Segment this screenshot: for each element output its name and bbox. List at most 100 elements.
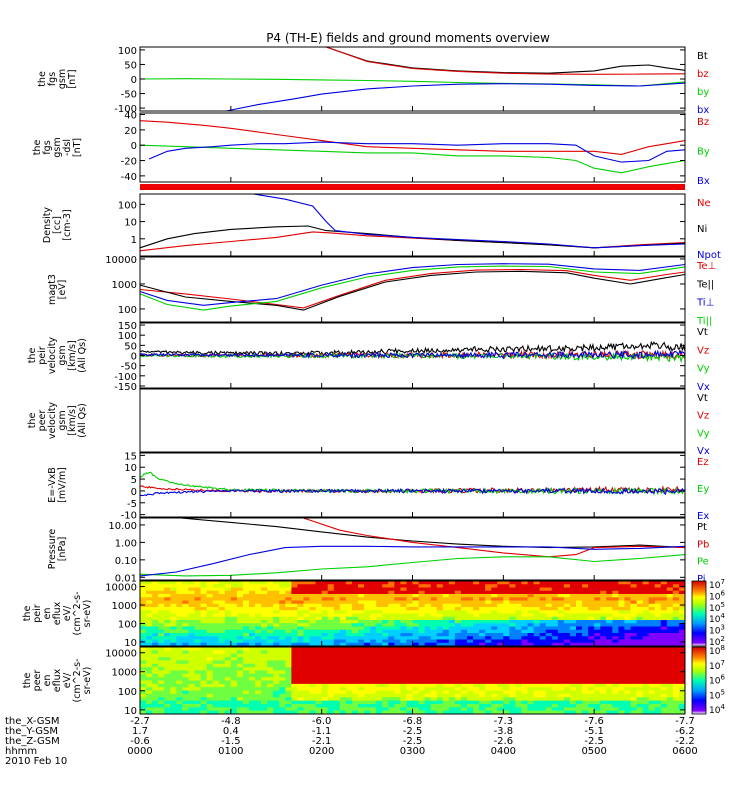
heatmap-cell [624,581,631,585]
heatmap-cell [376,597,383,601]
heatmap-cell [448,680,456,685]
heatmap-cell [261,600,268,605]
heatmap-cell [545,616,553,621]
heatmap-cell [146,703,153,708]
heatmap-cell [491,610,498,614]
heatmap-cell [273,680,280,685]
heatmap-cell [491,584,498,588]
heatmap-cell [533,697,541,701]
heatmap-cell [424,626,432,631]
heatmap-cell [448,690,456,695]
heatmap-cell [612,677,619,681]
heatmap-cell [267,657,274,661]
heatmap-cell [509,693,516,698]
heatmap-cell [654,680,662,685]
heatmap-cell [394,673,401,678]
heatmap-cell [666,673,674,678]
heatmap-cell [527,693,535,698]
heatmap-cell [255,584,262,588]
heatmap-cell [600,597,607,601]
legend-Bt: Bt [697,51,708,62]
heatmap-cell [563,603,571,608]
heatmap-cell [273,581,280,585]
heatmap-cell [236,607,244,611]
heatmap-cell [212,677,220,681]
heatmap-cell [654,697,662,701]
heatmap-cell [345,647,353,651]
heatmap-cell [569,633,577,637]
y-axis-label: sr-eV) [82,600,93,628]
heatmap-cell [345,613,353,618]
heatmap-cell [618,610,625,614]
heatmap-cell [448,683,456,688]
heatmap-cell [267,647,274,651]
heatmap-cell [630,639,637,644]
heatmap-cell [582,610,589,614]
heatmap-cell [678,660,686,665]
heatmap-cell [158,670,165,675]
heatmap-cell [454,610,462,614]
heatmap-cell [333,710,341,715]
heatmap-cell [152,703,159,708]
heatmap-cell [624,594,631,598]
heatmap-cell [182,587,189,592]
heatmap-cell [158,700,165,705]
heatmap-cell [267,680,274,685]
heatmap-cell [576,620,583,624]
heatmap-cell [224,607,232,611]
heatmap-cell [654,647,662,651]
heatmap-cell [600,683,607,688]
heatmap-cell [273,653,280,658]
heatmap-cell [618,597,625,601]
heatmap-cell [206,683,214,688]
heatmap-cell [200,693,208,698]
heatmap-cell [164,610,171,614]
heatmap-cell [376,660,383,665]
heatmap-cell [267,581,274,585]
heatmap-cell [333,670,341,675]
heatmap-cell [297,697,304,701]
heatmap-cell [527,626,535,631]
heatmap-cell [600,700,607,705]
heatmap-cell [261,653,268,658]
heatmap-cell [412,653,419,658]
heatmap-cell [497,660,504,665]
heatmap-cell [370,597,377,601]
heatmap-cell [200,600,208,605]
heatmap-cell [412,639,419,644]
heatmap-cell [467,707,474,712]
heatmap-cell [424,710,432,715]
heatmap-cell [576,629,583,634]
y-axis-label: peir [32,604,43,623]
heatmap-cell [442,667,450,671]
heatmap-cell [630,636,637,640]
heatmap-cell [255,697,262,701]
heatmap-cell [666,587,674,592]
heatmap-cell [666,650,674,655]
heatmap-cell [467,626,474,631]
heatmap-cell [182,700,189,705]
heatmap-cell [624,703,631,708]
heatmap-cell [594,677,601,681]
x-axis-annotation: the_X-GSM -2.7 -4.8 -6.0 -6.8 -7.3 -7.6 -7.7the… [5,716,698,767]
heatmap-cell [333,650,341,655]
heatmap-cell [182,710,189,715]
y-tick-label: -10 [121,511,137,522]
heatmap-cell [170,581,177,585]
heatmap-cell [158,603,165,608]
heatmap-cell [249,613,256,618]
heatmap-cell [333,657,341,661]
heatmap-cell [200,636,208,640]
heatmap-cell [418,690,426,695]
heatmap-cell [152,587,159,592]
heatmap-cell [418,607,426,611]
heatmap-cell [418,636,426,640]
heatmap-cell [376,693,383,698]
heatmap-cell [364,610,371,614]
heatmap-cell [503,597,510,601]
heatmap-cell [636,590,644,595]
heatmap-cell [654,687,662,691]
heatmap-cell [672,636,680,640]
heatmap-cell [194,650,201,655]
heatmap-cell [212,616,220,621]
